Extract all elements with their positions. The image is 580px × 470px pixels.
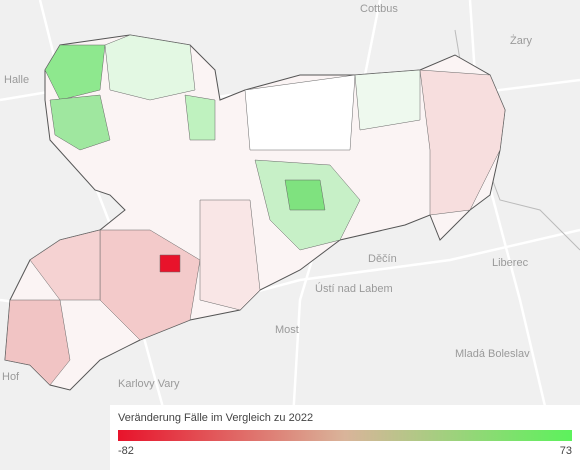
- place-label: Karlovy Vary: [118, 378, 180, 390]
- legend-bar: [118, 430, 572, 441]
- place-label: Mladá Boleslav: [455, 348, 530, 360]
- place-label: Halle: [4, 74, 29, 86]
- place-label: Most: [275, 324, 299, 336]
- place-label: Cottbus: [360, 3, 398, 15]
- place-label: Żary: [510, 34, 533, 47]
- districts: [4, 34, 506, 386]
- place-label: Liberec: [492, 257, 529, 269]
- place-label: Hof: [2, 371, 20, 383]
- place-label: Děčín: [368, 253, 397, 265]
- place-label: Ústí nad Labem: [315, 282, 393, 295]
- legend-title: Veränderung Fälle im Vergleich zu 2022: [118, 412, 313, 424]
- legend-max: 73: [560, 445, 572, 457]
- legend-min: -82: [118, 445, 134, 457]
